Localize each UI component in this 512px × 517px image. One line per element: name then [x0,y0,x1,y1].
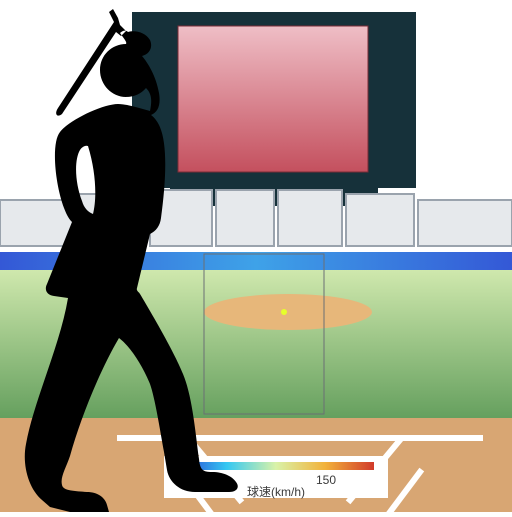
svg-text:150: 150 [316,473,336,487]
scoreboard [132,12,416,188]
legend-title: 球速(km/h) [247,485,305,499]
pitchers-mound [204,294,372,330]
pitch-location-diagram: 100150球速(km/h) [0,0,512,512]
scene-svg: 100150球速(km/h) [0,0,512,512]
